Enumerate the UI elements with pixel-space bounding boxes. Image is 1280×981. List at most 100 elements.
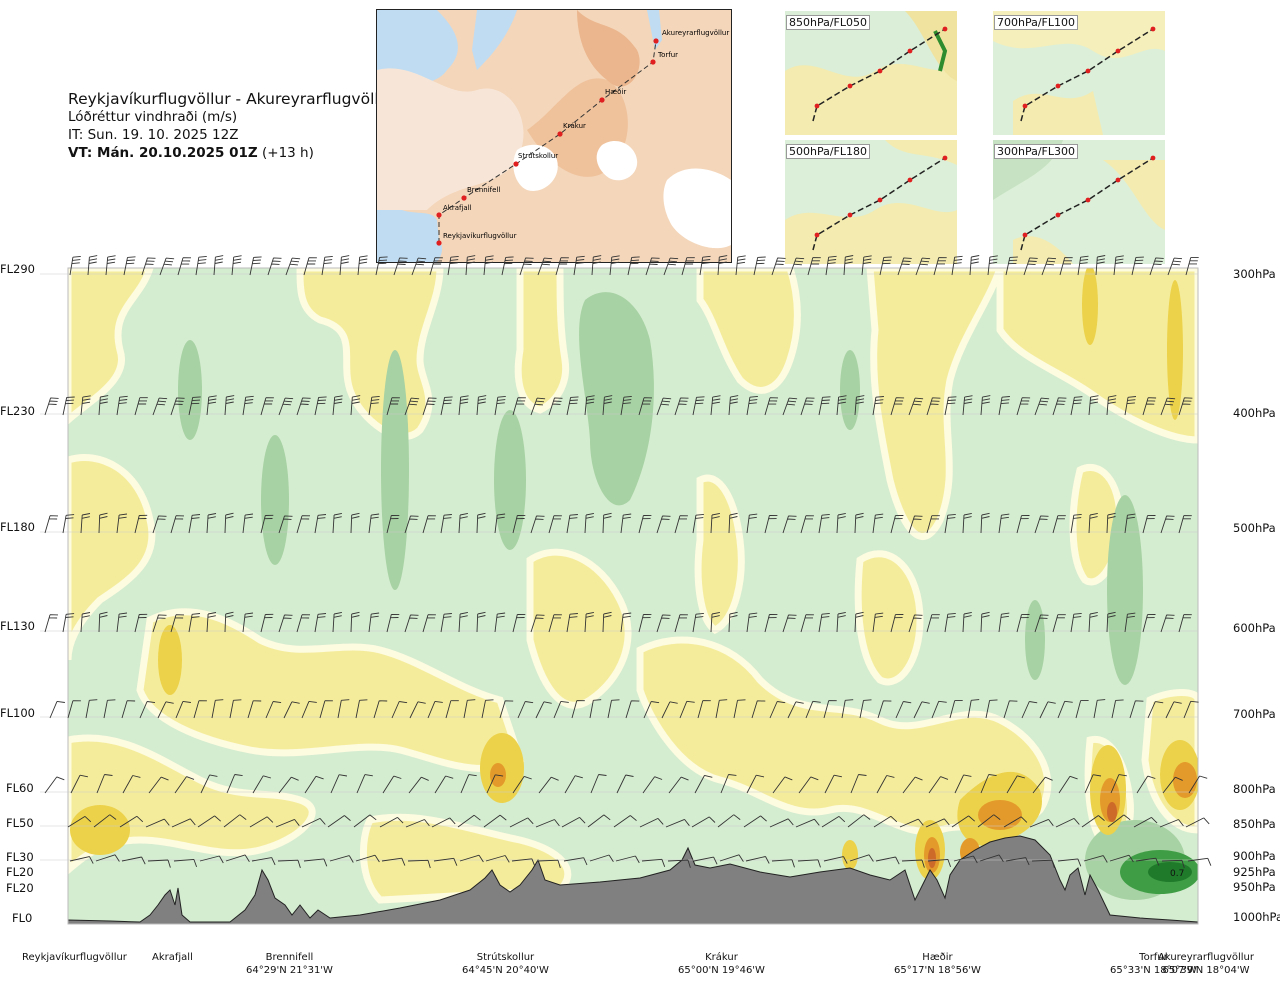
- wind-barb: [1055, 817, 1080, 828]
- wind-barb: [303, 257, 317, 276]
- thumbnail-300hpa-map: [993, 140, 1165, 264]
- wind-barb: [1185, 257, 1199, 276]
- wind-barb: [96, 774, 113, 794]
- thumbnail-500hpa[interactable]: 500hPa/FL180: [785, 140, 957, 264]
- wind-barb: [876, 775, 895, 794]
- level-right-3: 600hPa: [1233, 621, 1276, 635]
- level-right-1: 400hPa: [1233, 406, 1276, 420]
- wind-barb: [350, 512, 360, 534]
- wind-barb: [116, 513, 128, 534]
- wind-barb: [319, 700, 333, 719]
- wind-barb: [1107, 814, 1131, 828]
- wind-barb: [355, 854, 380, 863]
- location-brennifell: Brennifell 64°29'N 21°31'W: [246, 951, 333, 977]
- wind-barb: [512, 775, 532, 794]
- wind-barb: [147, 859, 171, 868]
- wind-barb: [49, 700, 65, 719]
- wind-barb: [933, 257, 947, 276]
- wind-barb: [1070, 513, 1082, 534]
- wind-barb: [979, 854, 1004, 862]
- wind-barb: [231, 255, 242, 276]
- wind-barb: [877, 700, 892, 719]
- wind-barb: [1106, 611, 1116, 633]
- wind-barb: [80, 395, 91, 416]
- wind-barb: [717, 814, 741, 828]
- wind-barb: [123, 256, 136, 276]
- wind-barb: [225, 854, 250, 862]
- wind-barb: [98, 395, 109, 416]
- map-label-akureyri: Akureyrarflugvöllur: [662, 29, 729, 37]
- wind-barb: [242, 395, 254, 416]
- thumbnail-500hpa-map: [785, 140, 957, 264]
- wind-barb: [69, 856, 94, 864]
- wind-barb: [229, 699, 242, 719]
- wind-barb: [663, 257, 679, 276]
- thumbnail-300hpa[interactable]: 300hPa/FL300: [993, 140, 1165, 264]
- wind-barb: [1059, 257, 1073, 276]
- location-name: Reykjavíkurflugvöllur: [22, 952, 127, 963]
- thumbnail-850hpa[interactable]: 850hPa/FL050: [785, 11, 957, 135]
- wind-barb: [485, 855, 510, 863]
- wind-barb: [821, 816, 846, 828]
- wind-barb: [173, 858, 198, 868]
- wind-barb: [350, 611, 360, 633]
- thumbnail-700hpa[interactable]: 700hPa/FL100: [993, 11, 1165, 135]
- wind-barb: [368, 612, 380, 633]
- wind-barb: [962, 512, 972, 534]
- wind-barb: [350, 395, 361, 416]
- wind-barb: [70, 774, 88, 794]
- wind-barb: [411, 257, 427, 276]
- wind-barb: [265, 701, 282, 719]
- wind-barb: [602, 611, 612, 633]
- wind-barb: [643, 701, 660, 719]
- wind-barb: [249, 256, 262, 276]
- wind-barb: [969, 255, 980, 276]
- wind-barb: [134, 514, 148, 534]
- wind-barb: [589, 699, 602, 719]
- wind-barb: [242, 513, 254, 534]
- wind-barb: [1133, 817, 1158, 828]
- wind-barb: [199, 855, 224, 864]
- wind-barb: [1034, 515, 1049, 534]
- wind-barb: [1093, 699, 1106, 719]
- wind-barb: [1160, 515, 1175, 534]
- wind-barb: [339, 255, 350, 276]
- wind-barb: [224, 611, 234, 633]
- wind-barb: [692, 612, 704, 633]
- level-right-4: 700hPa: [1233, 707, 1276, 721]
- wind-barb: [301, 700, 317, 719]
- level-left-6: FL50: [6, 816, 34, 830]
- wind-barb: [1178, 515, 1192, 534]
- wind-barb: [985, 699, 998, 719]
- wind-barb: [134, 613, 148, 633]
- wind-barb: [1162, 776, 1183, 794]
- location-coord: 65°17'N 18°56'W: [894, 965, 981, 976]
- wind-barb: [764, 514, 778, 534]
- wind-barb: [44, 397, 59, 416]
- wind-barb: [872, 612, 884, 633]
- wind-barb: [152, 614, 167, 633]
- wind-barb: [674, 614, 688, 633]
- wind-barb: [121, 700, 136, 719]
- wind-barb: [890, 614, 904, 633]
- wind-barb: [197, 815, 221, 828]
- wind-barb: [1109, 854, 1134, 863]
- wind-barb: [303, 858, 328, 867]
- wind-barb: [517, 701, 534, 719]
- wind-barb: [998, 396, 1010, 416]
- wind-barb: [1052, 614, 1066, 633]
- wind-barb: [902, 776, 923, 794]
- wind-barb: [753, 256, 766, 276]
- wind-barb: [159, 257, 175, 276]
- wind-barb: [1135, 857, 1160, 866]
- location-name: Brennifell: [265, 952, 314, 963]
- wind-barb: [620, 612, 632, 633]
- wind-barb: [798, 776, 819, 794]
- wind-barb: [548, 614, 562, 633]
- wind-barb: [609, 255, 620, 276]
- wind-barb: [1003, 700, 1018, 719]
- wind-barb: [1142, 614, 1156, 633]
- wind-barb: [717, 255, 728, 276]
- wind-barb: [1057, 700, 1073, 719]
- location-name: Akureyrarflugvöllur: [1158, 952, 1255, 963]
